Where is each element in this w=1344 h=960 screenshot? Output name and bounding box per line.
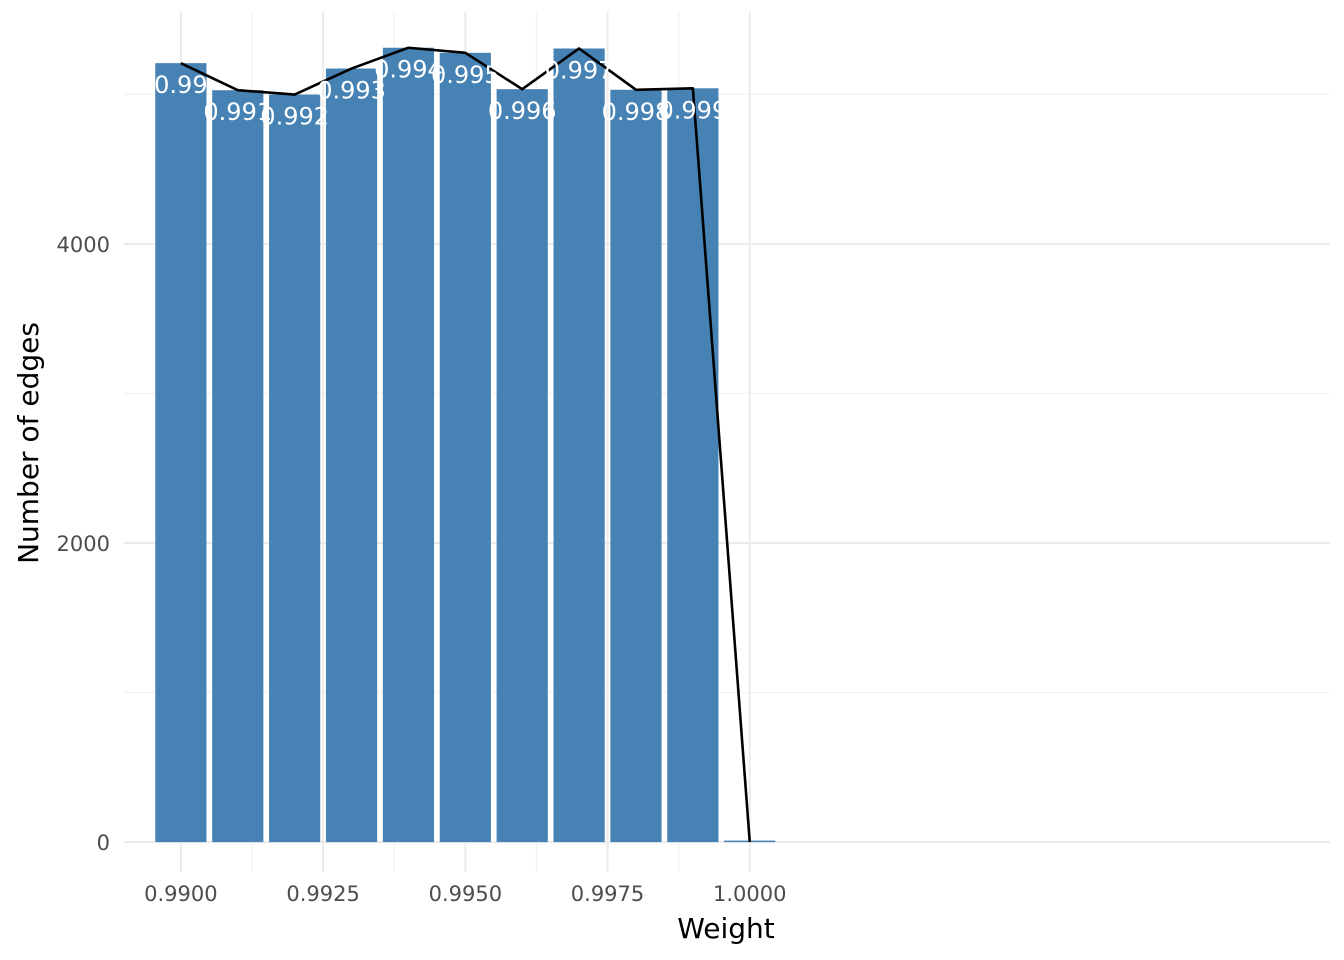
bar — [325, 68, 378, 843]
y-axis-title: Number of edges — [12, 322, 45, 564]
bar — [382, 47, 435, 843]
bar — [610, 89, 662, 843]
x-tick-label: 1.0000 — [713, 882, 786, 906]
bar-label: 0.992 — [260, 103, 329, 131]
x-tick-label: 0.9950 — [429, 882, 502, 906]
y-tick-label: 2000 — [57, 532, 110, 556]
bar-label: 0.991 — [203, 98, 272, 126]
bar — [269, 94, 321, 843]
bar — [212, 90, 264, 843]
x-tick-label: 0.9900 — [144, 882, 217, 906]
tick-labels-layer: 0.9900 0.9925 0.9950 0.9975 1.0000 0 2000 4000 — [57, 233, 787, 906]
bar-label: 0.997 — [545, 56, 614, 84]
bar-label: 0.993 — [317, 77, 386, 105]
bar — [667, 88, 719, 843]
bar — [439, 52, 491, 843]
bar — [496, 89, 548, 843]
line-layer — [180, 46, 752, 843]
bar-label: 0.999 — [659, 96, 728, 124]
y-tick-label: 0 — [97, 831, 110, 855]
bar — [553, 48, 605, 843]
x-tick-label: 0.9975 — [571, 882, 644, 906]
bars-layer — [155, 47, 776, 843]
trend-line — [180, 46, 752, 843]
bar-label: 0.994 — [374, 56, 443, 84]
bar — [155, 63, 207, 843]
bar-label: 0.998 — [602, 98, 671, 126]
bar-label: 0.996 — [488, 97, 557, 125]
y-tick-label: 4000 — [57, 233, 110, 257]
bar-label: 0.99 — [154, 71, 207, 99]
bar-label: 0.995 — [431, 61, 500, 89]
x-tick-label: 0.9925 — [286, 882, 359, 906]
x-axis-title: Weight — [677, 912, 775, 945]
